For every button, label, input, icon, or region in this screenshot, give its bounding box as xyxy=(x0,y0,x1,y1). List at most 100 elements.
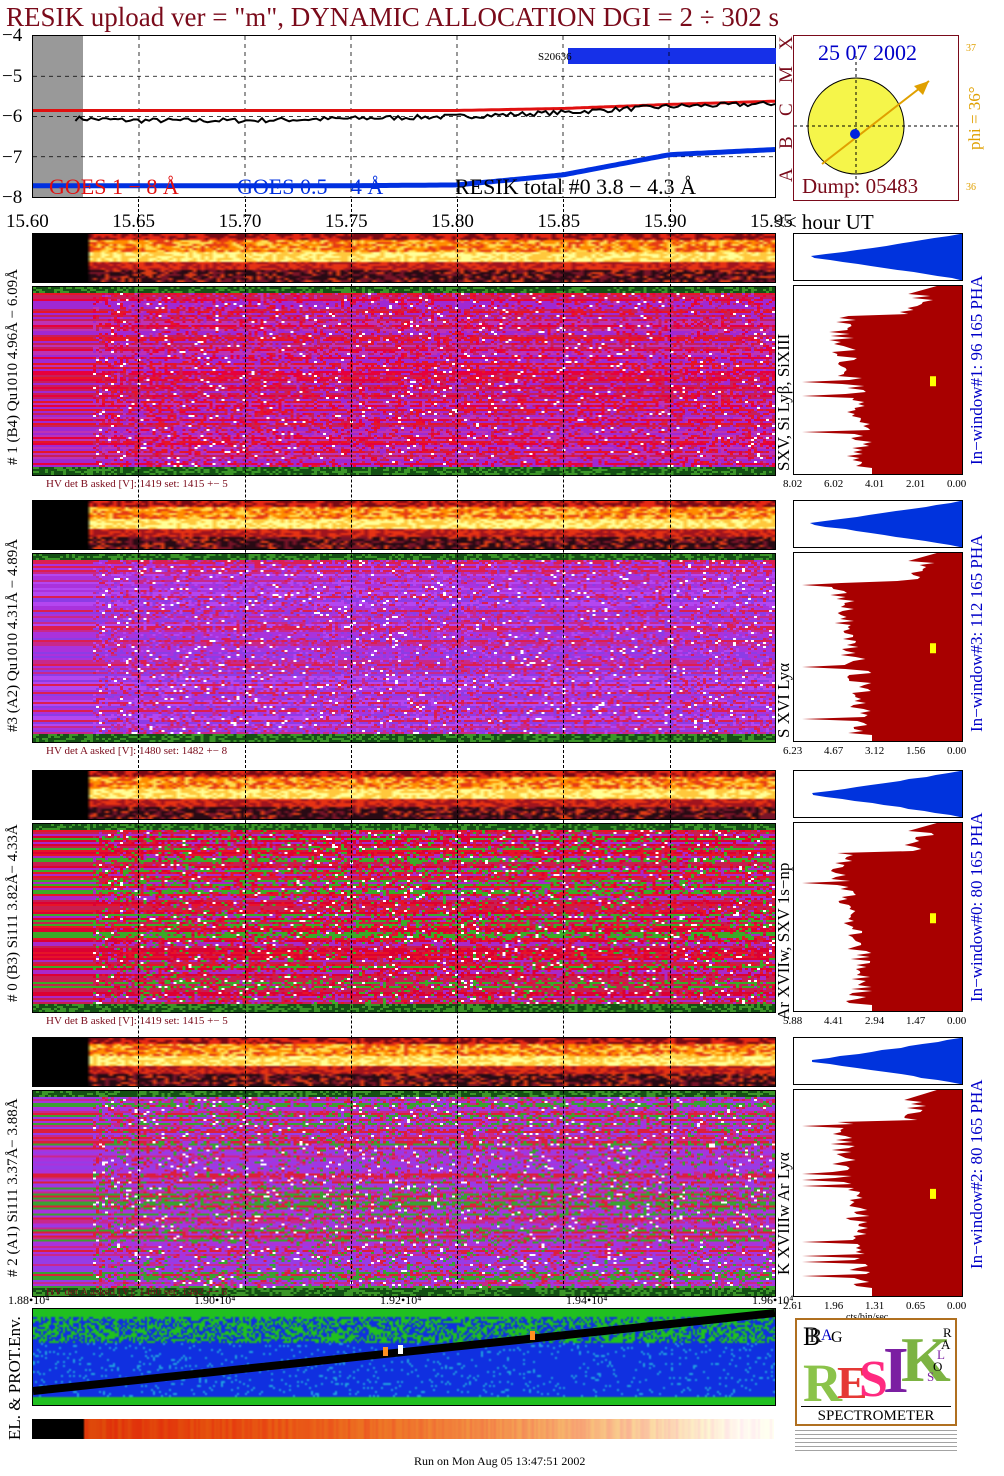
logo-letter-s: S xyxy=(859,1351,888,1408)
pha-tick: 6.23 xyxy=(783,745,803,757)
channel-label: # 0 (B3) Si111 3.82Å− 4.33Å xyxy=(5,824,21,1002)
channel-label: #3 (A2) Qu1010 4.31Å − 4.89Å xyxy=(5,538,21,732)
pha-red-svg xyxy=(802,1090,962,1296)
logo-letter-o: O xyxy=(933,1359,943,1374)
phi-label: phi = 36° xyxy=(965,86,984,150)
logo-letter-b: B xyxy=(803,1322,821,1351)
logo-letter-s2: S xyxy=(927,1369,935,1384)
logo-letter-g: G xyxy=(831,1329,843,1346)
pha-tick: 4.01 xyxy=(865,478,885,490)
lc-x-tick: 15.80 xyxy=(431,211,474,232)
channel-spectrum-ch1 xyxy=(32,286,776,476)
spectrum-heatmap xyxy=(33,824,775,1012)
pha-tick: 3.12 xyxy=(865,745,885,757)
logo-letter-i: I xyxy=(883,1334,909,1407)
logo-caption: SPECTROMETER xyxy=(801,1406,951,1424)
lc-y-tick: −7 xyxy=(2,146,23,168)
in-window-label: In−window#0: 80 165 PHA xyxy=(967,812,986,1002)
logo-letter-l: L xyxy=(937,1347,945,1362)
pha-blue-svg xyxy=(812,771,962,817)
legend-goes-long: GOES 1 − 8 Å xyxy=(49,174,179,199)
in-window-label: In−window#3: 112 165 PHA xyxy=(967,534,986,732)
lightcurve-plot: S20636 GOES 1 − 8 Å GOES 0.5 − 4 Å RESIK… xyxy=(32,35,776,198)
pha-blue-area xyxy=(809,501,962,547)
spectrum-grid-line xyxy=(244,199,246,1289)
lc-x-tick: 15.65 xyxy=(112,211,156,232)
dump-number: Dump: 05483 xyxy=(802,174,919,198)
marker-bar xyxy=(568,48,776,64)
lc-x-tick: 15.85 xyxy=(537,211,581,232)
pha-histogram-ch3 xyxy=(793,552,963,742)
lc-y-tick: −8 xyxy=(2,187,23,208)
lc-y-tick: −5 xyxy=(2,65,23,87)
logo-letter-a: A xyxy=(821,1327,833,1344)
logo-letter-k: K xyxy=(901,1324,951,1395)
line-id-label: Ar XVIIw, SXV 1s−np xyxy=(774,862,793,1020)
spectrum-heatmap xyxy=(33,287,775,475)
env-x-tick: 1.88•10⁴ xyxy=(8,1293,50,1307)
pha-tick: 2.01 xyxy=(906,478,926,490)
pha-blue-svg xyxy=(812,1038,962,1084)
pha-blue-svg xyxy=(810,234,962,280)
band-heatmap xyxy=(33,771,775,819)
spectrum-heatmap xyxy=(33,1091,775,1296)
pha-tick: 1.31 xyxy=(865,1300,885,1312)
pha-histogram-ch1 xyxy=(793,285,963,475)
env-flux-strip xyxy=(32,1419,774,1439)
pha-histogram-ch2 xyxy=(793,1089,963,1297)
lc-x-tick: 15.70 xyxy=(218,211,262,232)
lc-y-tick: −6 xyxy=(2,106,23,127)
orbit-box: 25 07 2002 Dump: 05483 xyxy=(793,35,959,201)
pha-tick: 6.02 xyxy=(824,478,844,490)
lc-x-tick: 15.75 xyxy=(324,211,368,232)
marker-label: S20636 xyxy=(538,51,572,63)
pha-tick: 0.00 xyxy=(947,478,967,490)
spectrum-grid-line xyxy=(669,199,671,1289)
pha-tick: 2.94 xyxy=(865,1015,885,1027)
pha-red-svg xyxy=(802,553,962,741)
channel-spectrum-ch3 xyxy=(32,553,776,743)
pha-red-svg xyxy=(802,823,962,1011)
in-window-label: In−window#2: 80 165 PHA xyxy=(967,1079,986,1269)
pha-blue-area xyxy=(810,234,962,280)
logo-letter-r: R xyxy=(809,1325,823,1347)
channel-band-ch2 xyxy=(32,1037,776,1087)
resik-logo: B R A G R E S I K S O L A R SPECTROMETER xyxy=(795,1318,957,1426)
legend-goes-short: GOES 0.5 − 4 Å xyxy=(237,174,384,199)
series-line-0 xyxy=(33,99,776,112)
logo-letter-a2: A xyxy=(941,1337,951,1352)
pha-red-area xyxy=(802,1090,962,1296)
channel-spectrum-ch2 xyxy=(32,1090,776,1297)
channel-label: # 2 (A1) Si111 3.37Å− 3.88Å xyxy=(5,1098,21,1277)
logo-letter-r2: R xyxy=(803,1353,842,1413)
logo-letter-e: E xyxy=(837,1357,868,1408)
band-heatmap xyxy=(33,1038,775,1086)
env-x-tick: 1.90•10⁴ xyxy=(194,1293,236,1307)
pha-blue-area xyxy=(812,1038,962,1084)
hv-readout: HV det A asked [V]: 1480 set: 1482 +− 8 xyxy=(46,1286,228,1298)
lc-x-tick: 15.95 xyxy=(750,211,793,232)
pha-tick: 1.56 xyxy=(906,745,926,757)
lc-x-tick: 15.60 xyxy=(6,211,49,232)
phi-bottom: 36 xyxy=(966,182,976,193)
orbit-direction-line xyxy=(821,80,930,165)
pha-window-marker xyxy=(930,1188,936,1199)
x-axis-suffix: << hour UT xyxy=(773,210,874,234)
pha-histogram-ch0 xyxy=(793,822,963,1012)
channel-band-ch3 xyxy=(32,500,776,550)
pha-window-marker xyxy=(930,376,936,387)
pha-window-marker xyxy=(930,643,936,654)
pha-tick: 8.02 xyxy=(783,478,803,490)
band-heatmap xyxy=(33,501,775,549)
spectrum-grid-line xyxy=(138,199,140,1289)
pha-tick: 4.41 xyxy=(824,1015,844,1027)
pha-tick: 1.96 xyxy=(824,1300,844,1312)
pha-blue-area xyxy=(812,771,962,817)
page-title: RESIK upload ver = "m", DYNAMIC ALLOCATI… xyxy=(6,2,780,32)
band-heatmap xyxy=(33,234,775,282)
run-timestamp: Run on Mon Aug 05 13:47:51 2002 xyxy=(414,1454,586,1468)
spectrum-heatmap xyxy=(33,554,775,742)
channel-spectrum-ch0 xyxy=(32,823,776,1013)
env-label: EL. & PROT.Env. xyxy=(5,1316,24,1440)
logo-fineprint xyxy=(795,1430,957,1454)
